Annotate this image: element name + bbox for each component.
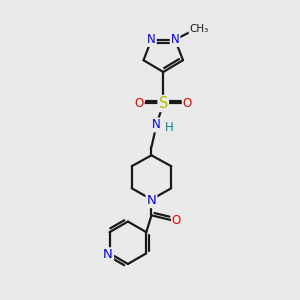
Text: CH₃: CH₃ (190, 24, 209, 34)
Text: N: N (171, 33, 179, 46)
Text: H: H (164, 122, 173, 134)
Text: O: O (172, 214, 181, 226)
Text: O: O (134, 97, 144, 110)
Text: N: N (147, 33, 156, 46)
Text: N: N (147, 194, 156, 207)
Text: S: S (159, 96, 168, 111)
Text: O: O (183, 97, 192, 110)
Text: N: N (152, 118, 160, 131)
Text: N: N (103, 248, 113, 261)
